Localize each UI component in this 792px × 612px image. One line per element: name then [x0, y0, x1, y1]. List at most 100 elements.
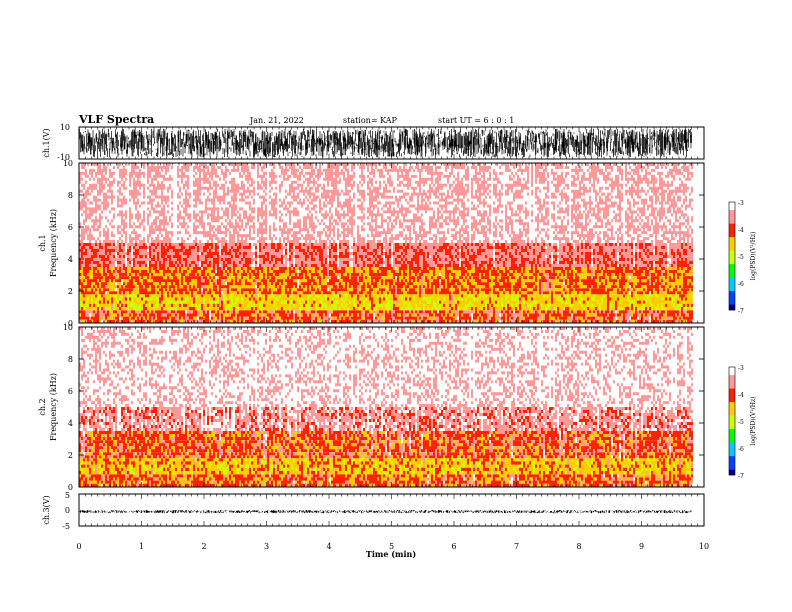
colorbar-cell — [729, 304, 735, 308]
time-tick-label: 2 — [201, 542, 206, 551]
ch1-spectrogram-cells — [81, 294, 693, 311]
colorbar-cell — [729, 421, 735, 424]
colorbar-cell — [729, 410, 735, 414]
ch2-spectrogram-cells — [83, 474, 693, 487]
freq-tick-label: 4 — [68, 419, 73, 428]
time-tick-label: 7 — [514, 542, 519, 551]
colorbar-cell — [729, 415, 735, 419]
ch2-spectrogram-cells — [79, 458, 691, 475]
ch1-waveform-trace — [78, 128, 692, 158]
colorbar-cell — [729, 399, 735, 403]
freq-tick-label: 6 — [68, 387, 73, 396]
time-tick-label: 3 — [264, 542, 269, 551]
colorbar-cell — [729, 210, 735, 214]
ch1-spectrogram-cells — [79, 243, 693, 267]
time-axis-label: Time (min) — [366, 549, 416, 559]
colorbar-cell — [729, 231, 735, 235]
ch1-freq-axis-label: Frequency (kHz) — [49, 209, 58, 277]
colorbar-cell — [729, 245, 735, 249]
colorbar-cell — [729, 442, 735, 446]
ch1-spectrogram-cells — [105, 267, 663, 295]
colorbar-cell — [729, 464, 735, 468]
time-tick-label: 5 — [389, 542, 394, 551]
colorbar-cell — [729, 283, 735, 286]
colorbar-cell — [729, 367, 735, 370]
colorbar-cell — [729, 412, 735, 416]
colorbar-cell — [729, 307, 735, 311]
ch1-spectrogram-cells — [79, 310, 693, 323]
colorbar-cell — [729, 256, 735, 259]
time-tick-label: 10 — [699, 542, 709, 551]
ch2-freq-axis-label: Frequency (kHz) — [49, 373, 58, 441]
colorbar-cell — [729, 426, 735, 430]
colorbar-cell — [729, 229, 735, 232]
colorbar-cell — [729, 394, 735, 397]
colorbar-cell — [729, 261, 735, 265]
colorbar-cell — [729, 429, 735, 433]
ch2-colorbar: -3 -4 -5 -6 -7 log(PSD)(V²/Hz) — [728, 365, 757, 480]
ch1-colorbar: -3 -4 -5 -6 -7 log(PSD)(V²/Hz) — [728, 200, 757, 315]
ch2-spectrogram-cells — [79, 431, 693, 459]
ch1-spectrogram-heatmap — [79, 163, 693, 323]
ch3-ytick-top: 5 — [65, 491, 70, 500]
colorbar-label: log(PSD)(V²/Hz) — [750, 232, 757, 281]
ch2-spectrogram-heatmap — [79, 327, 693, 487]
ch2-spectrogram-cells — [79, 431, 693, 459]
colorbar-cell — [729, 445, 735, 449]
colorbar-cell — [729, 466, 735, 470]
ch2-spectrogram-panel: 0 2 4 6 8 10 ch.2 Frequency (kHz) -3 -4 -5 -6 -7 l… — [38, 323, 757, 492]
ch2-channel-label: ch.2 — [38, 398, 47, 415]
ch1-channel-label: ch.1 — [38, 234, 47, 251]
colorbar-cell — [729, 291, 735, 295]
colorbar-cell — [729, 375, 735, 379]
ch1-spectrogram-cells — [79, 294, 693, 311]
colorbar-cell — [729, 439, 735, 443]
colorbar-cell — [729, 448, 735, 451]
colorbar-cell — [729, 293, 735, 297]
ch1-ytick-bottom: -10 — [57, 153, 70, 162]
colorbar-cell — [729, 204, 735, 208]
freq-tick-label: 10 — [63, 159, 73, 168]
colorbar-cell — [729, 250, 735, 254]
freq-tick-label: 2 — [68, 287, 73, 296]
ch2-freq-ticks: 0 2 4 6 8 10 — [63, 323, 704, 492]
time-tick-label: 1 — [139, 542, 144, 551]
colorbar-cell — [729, 453, 735, 457]
colorbar-cell — [729, 277, 735, 281]
colorbar-cell — [729, 301, 735, 305]
colorbar-cell — [729, 299, 735, 303]
colorbar-cell — [729, 239, 735, 243]
ch1-ytick-top: 10 — [60, 123, 70, 132]
ch1-spectrogram-cells — [79, 267, 693, 295]
colorbar-cell — [729, 407, 735, 411]
time-tick-label: 9 — [639, 542, 644, 551]
colorbar-cell — [729, 456, 735, 460]
time-tick-label: 4 — [326, 542, 331, 551]
time-tick-label: 6 — [451, 542, 456, 551]
freq-tick-label: 8 — [68, 355, 73, 364]
colorbar-cell — [729, 218, 735, 222]
ch1-freq-ticks: 0 2 4 6 8 10 — [63, 159, 704, 328]
colorbar-cell — [729, 280, 735, 284]
ch2-spectrogram-cells — [79, 431, 693, 459]
ch1-ylabel: ch.1(V) — [42, 128, 51, 157]
colorbar-cell — [729, 202, 735, 205]
colorbar-cell — [729, 377, 735, 381]
colorbar-cell — [729, 296, 735, 300]
colorbar-cell — [729, 372, 735, 376]
colorbar-cell — [729, 234, 735, 238]
ch2-spectrogram-cells — [79, 474, 693, 487]
colorbar-tick-label: -5 — [738, 419, 744, 426]
colorbar-tick-label: -4 — [738, 392, 744, 399]
ch1-waveform-line — [78, 128, 692, 158]
colorbar-tick-label: -7 — [738, 473, 744, 480]
colorbar-cell — [729, 215, 735, 219]
colorbar-cell — [729, 266, 735, 270]
time-tick-label: 0 — [76, 542, 81, 551]
colorbar-cell — [729, 380, 735, 384]
colorbar-cell — [729, 226, 735, 230]
figure-title: VLF Spectra — [78, 113, 154, 126]
colorbar-cell — [729, 423, 735, 427]
freq-tick-label: 6 — [68, 223, 73, 232]
colorbar-cell — [729, 220, 735, 224]
